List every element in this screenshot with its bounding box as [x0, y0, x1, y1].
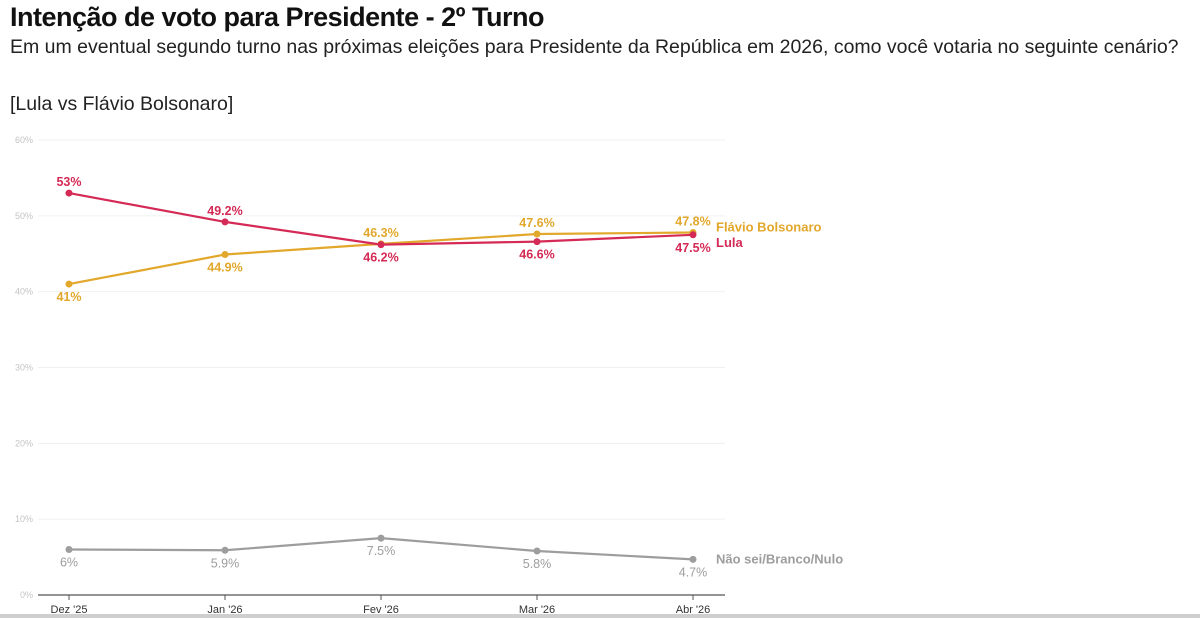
- x-tick-label: Dez '25: [51, 604, 88, 616]
- data-point: [221, 546, 229, 554]
- data-point: [533, 547, 541, 555]
- y-tick-label: 60%: [15, 135, 33, 145]
- data-label: 46.2%: [363, 251, 398, 265]
- x-tick-label: Fev '26: [363, 604, 399, 616]
- data-label: 44.9%: [207, 261, 242, 275]
- data-label: 47.6%: [519, 216, 554, 230]
- data-point: [533, 238, 541, 246]
- data-point: [65, 280, 73, 288]
- data-label: 46.6%: [519, 248, 554, 262]
- y-tick-label: 40%: [15, 287, 33, 297]
- data-point: [65, 189, 73, 197]
- x-tick-label: Mar '26: [519, 604, 555, 616]
- data-point: [689, 555, 697, 563]
- y-tick-label: 30%: [15, 363, 33, 373]
- data-point: [533, 230, 541, 238]
- y-tick-label: 50%: [15, 211, 33, 221]
- y-tick-label: 20%: [15, 438, 33, 448]
- data-point: [377, 241, 385, 249]
- chart-title: Intenção de voto para Presidente - 2º Tu…: [10, 2, 544, 32]
- data-label: 5.9%: [211, 556, 240, 570]
- series-name-label: Não sei/Branco/Nulo: [716, 551, 843, 566]
- x-tick-label: Jan '26: [207, 604, 242, 616]
- data-label: 46.3%: [363, 226, 398, 240]
- data-label: 41%: [56, 290, 81, 304]
- data-label: 53%: [56, 175, 81, 189]
- data-label: 6%: [60, 556, 78, 570]
- series-name-label: Lula: [716, 235, 743, 250]
- data-label: 5.8%: [523, 557, 552, 571]
- bottom-divider: [0, 614, 1200, 618]
- x-tick-label: Abr '26: [676, 604, 711, 616]
- y-tick-label: 0%: [20, 590, 33, 600]
- data-point: [221, 218, 229, 226]
- data-point: [65, 546, 73, 553]
- data-label: 47.8%: [675, 215, 710, 229]
- series-name-label: Flávio Bolsonaro: [716, 220, 822, 235]
- data-point: [221, 251, 229, 259]
- chart-subtitle: Em um eventual segundo turno nas próxima…: [10, 36, 1179, 58]
- data-label: 47.5%: [675, 241, 710, 255]
- scenario-label: [Lula vs Flávio Bolsonaro]: [10, 93, 234, 115]
- data-label: 7.5%: [367, 544, 396, 558]
- data-label: 49.2%: [207, 204, 242, 218]
- y-tick-label: 10%: [15, 514, 33, 524]
- data-label: 4.7%: [679, 565, 708, 579]
- data-point: [689, 231, 697, 239]
- data-point: [377, 534, 385, 542]
